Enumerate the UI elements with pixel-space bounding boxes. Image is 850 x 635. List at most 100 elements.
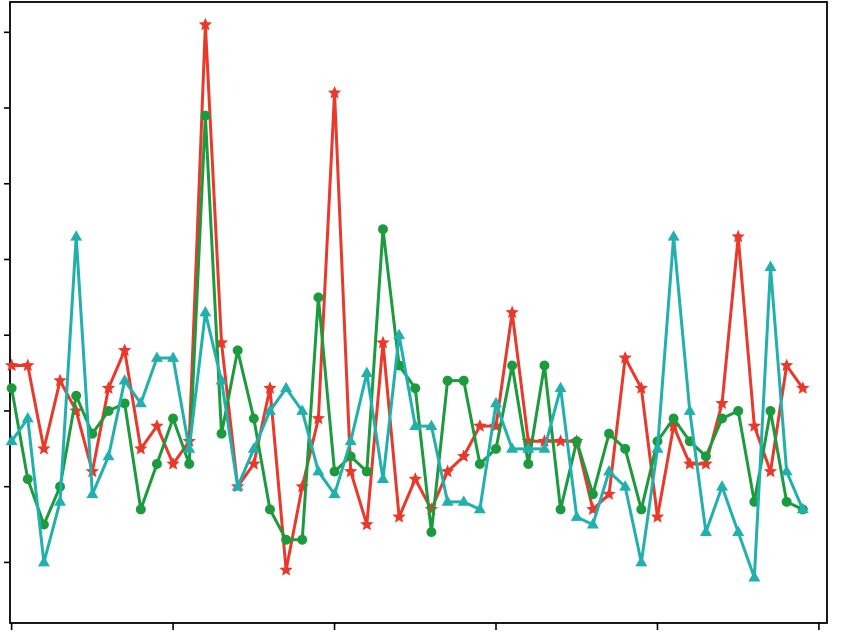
data-point [618,350,632,364]
data-point [651,442,664,453]
data-point [5,434,18,446]
data-point [312,465,325,476]
data-point [53,373,67,387]
data-point [183,442,196,453]
data-point [264,504,275,515]
data-point [280,381,293,393]
data-point [457,449,471,463]
data-point [781,496,792,507]
data-point [21,412,34,423]
data-point [150,419,164,432]
data-point [796,381,810,394]
data-point [71,390,82,401]
data-point [134,396,147,408]
series-layer [4,17,810,582]
data-point [248,413,259,424]
data-point [763,464,778,478]
data-point [748,571,761,582]
data-point [37,441,51,455]
data-point [587,489,598,500]
data-point [86,487,99,499]
data-point [102,449,115,461]
data-point [247,442,260,453]
plot-area [9,1,828,624]
data-point [297,534,308,545]
data-point [507,360,518,371]
data-point [538,442,551,453]
data-point [716,480,729,491]
data-point [21,358,35,372]
data-point [279,562,293,576]
data-point [22,474,33,485]
data-point [635,555,648,567]
data-point [360,517,374,531]
data-point [441,495,454,506]
data-point [539,360,550,371]
data-point [200,110,211,121]
data-point [361,466,372,477]
series-line [10,235,805,580]
data-point [619,480,632,491]
data-point [117,343,132,357]
data-point [683,456,697,470]
data-point [134,441,148,455]
data-point [328,487,341,499]
data-point [151,458,162,469]
data-point [409,419,422,430]
data-point [150,351,163,362]
data-point [167,351,180,362]
data-point [118,374,131,385]
data-point [168,413,179,424]
data-point [425,419,438,430]
data-point [392,509,406,523]
y-axis-ticks [4,31,10,564]
data-point [101,381,116,394]
data-point [393,328,406,340]
data-point [135,504,146,515]
data-point [215,374,228,385]
data-point [505,305,519,319]
data-point [313,292,324,303]
data-point [554,381,567,393]
data-point [376,335,390,349]
data-point [523,458,534,469]
data-point [231,480,244,491]
x-axis-ticks [10,623,820,630]
data-point [586,518,599,529]
data-point [667,230,680,241]
data-point [699,456,713,470]
data-point [522,442,535,453]
data-point [555,504,566,515]
data-point [473,419,487,432]
data-point [37,555,50,567]
data-point [216,428,227,439]
data-point [491,443,502,454]
data-point [732,525,745,537]
series-triangle [5,230,809,582]
series-line [11,23,805,572]
data-point [263,381,277,394]
data-point [4,358,19,372]
data-point [683,404,696,415]
data-point [668,413,679,424]
data-point [232,345,243,356]
data-point [604,428,615,439]
data-point [715,396,729,410]
data-point [602,487,616,500]
data-point [247,456,261,470]
data-point [442,375,453,386]
data-point [198,17,213,31]
data-point [490,396,502,408]
data-point [410,383,421,394]
data-point [717,413,728,424]
data-point [780,465,793,476]
data-point [344,434,357,446]
data-point [747,419,761,432]
data-point [764,260,777,271]
data-point [571,436,582,447]
data-point [796,502,809,514]
data-point [620,443,631,454]
data-point [765,405,776,416]
data-point [731,229,745,243]
